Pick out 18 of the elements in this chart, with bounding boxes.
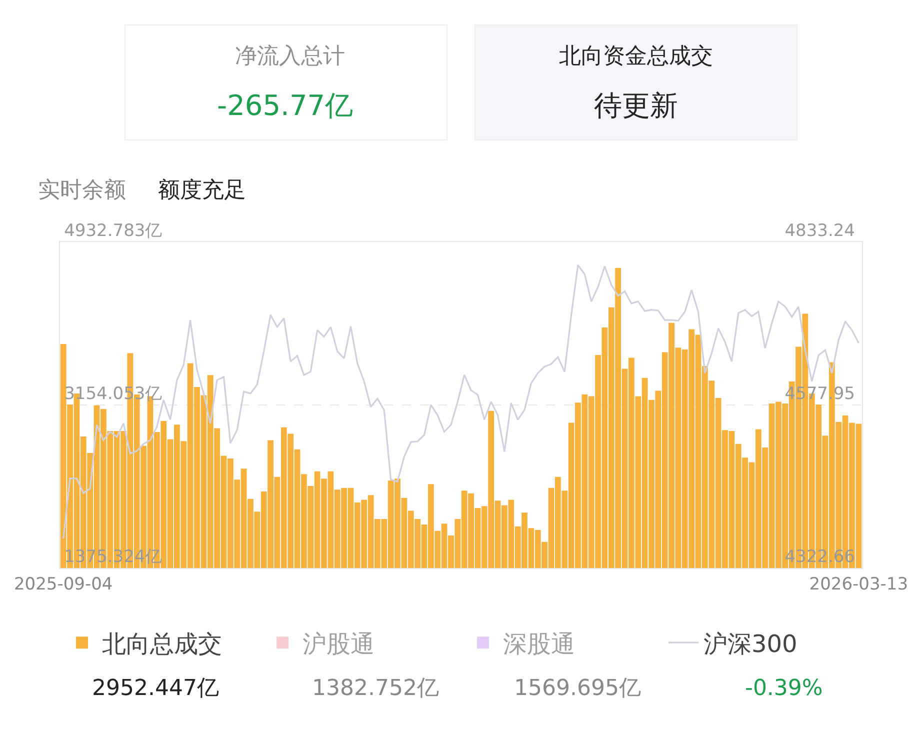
legend-label: 北向总成交	[102, 630, 222, 658]
text: 额度充足	[158, 178, 246, 203]
x-tick-label: 2025-09-04	[14, 574, 113, 594]
text: 北向资金总成交	[559, 44, 713, 69]
y2-tick-label: 4833.24	[784, 221, 855, 242]
y-tick-label: 4932.783亿	[64, 221, 162, 242]
legend-label: 沪深300	[704, 630, 798, 658]
text: 实时余额	[38, 178, 126, 203]
text: 待更新	[594, 89, 678, 122]
legend-label: 深股通	[503, 630, 575, 658]
legend-label: 沪股通	[302, 630, 374, 658]
text: -265.77亿	[217, 89, 354, 122]
text: 1382.752亿	[312, 676, 439, 701]
x-tick-label: 2026-03-13	[809, 574, 908, 594]
text: 1569.695亿	[514, 676, 641, 701]
text: 净流入总计	[235, 44, 345, 69]
text: 2952.447亿	[92, 676, 219, 701]
text: -0.39%	[745, 676, 823, 701]
